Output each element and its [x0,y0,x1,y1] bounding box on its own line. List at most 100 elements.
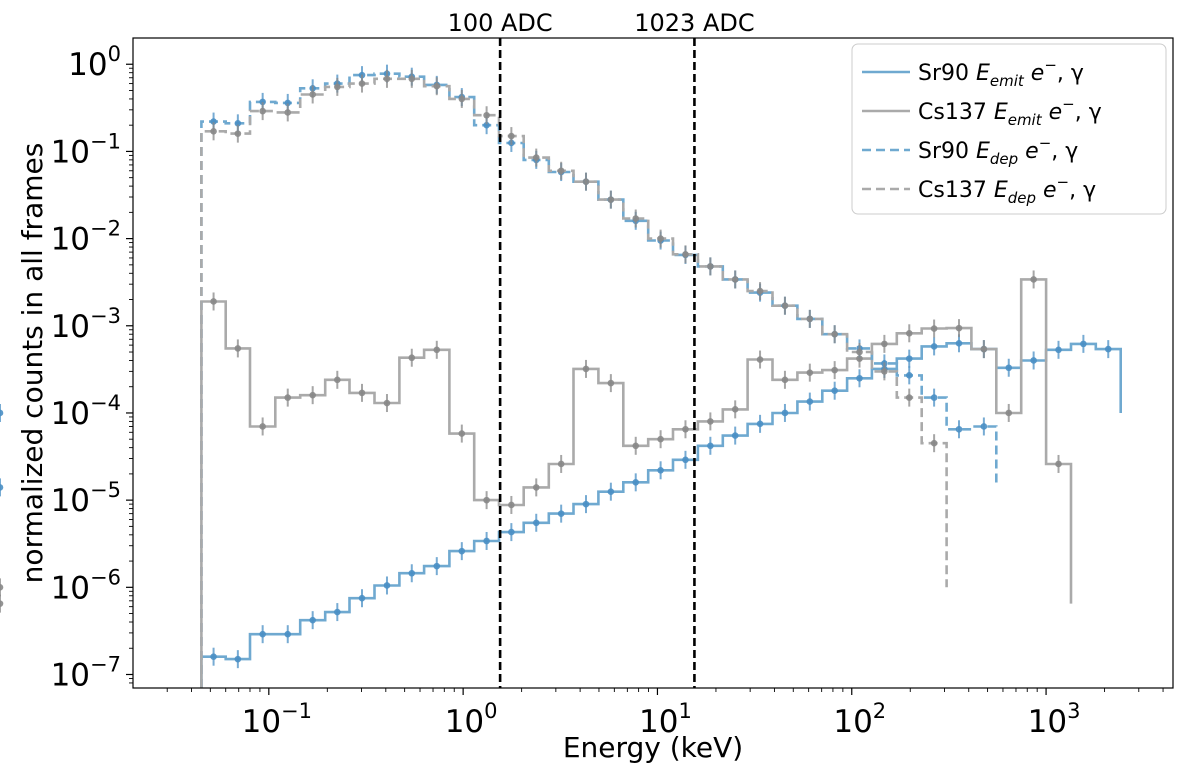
data-point [210,298,217,305]
data-point [309,616,316,624]
data-point [1080,340,1087,348]
legend-label-part: E [994,178,1008,203]
data-point [582,178,590,185]
legend-label-part: e [1024,61,1045,86]
data-point [458,430,466,437]
legend-label-part: Cs137 [918,100,994,125]
data-point [284,630,292,638]
data-point [955,324,963,332]
y-axis-label: normalized counts in all frames [16,143,49,584]
y-tick-label: 10−5 [51,478,121,519]
tick-base: 10 [68,47,107,83]
x-tick-label: 100 [445,699,498,740]
legend-label-part: Sr90 [918,61,976,86]
data-point [508,528,515,536]
legend-label-0: Sr90 Eemit e−, γ [918,56,1084,90]
tick-exponent: −7 [90,652,121,676]
data-point [483,121,490,129]
series-layer [0,64,1122,688]
data-point [259,98,266,106]
data-point [259,630,266,638]
tick-exponent: 0 [484,699,497,723]
legend-label-part: Cs137 [918,178,994,203]
plot-frame [132,37,1174,689]
legend-label-part: − [1057,173,1070,191]
data-point [234,655,242,663]
data-point [458,547,466,555]
x-tick-label: 103 [1028,699,1081,740]
tick-exponent: −3 [90,304,121,328]
data-point [557,510,565,517]
data-point [508,501,515,509]
data-point [582,365,590,373]
data-point [284,99,292,107]
data-point [358,80,366,87]
data-point [483,111,490,119]
data-point [210,118,217,125]
tick-layer: 10−1 100 101 102 10310−710−610−510−410−310−2… [51,42,1164,740]
tick-base: 10 [51,570,90,606]
data-point [806,315,814,323]
data-point [408,75,416,83]
data-point [781,376,789,384]
legend-label-part: e [1036,178,1057,203]
data-point [930,439,938,447]
y-tick-label: 10−2 [51,217,121,258]
vline-label-0: 100 ADC [448,9,553,37]
data-point [756,420,764,428]
tick-base: 10 [51,396,90,432]
data-point [930,394,938,401]
data-point [458,95,466,103]
data-point [707,263,714,270]
legend-label-part: emit [990,72,1025,90]
legend-label-part: , γ [1051,139,1078,164]
y-tick-label: 10−3 [51,304,121,345]
data-point [210,128,217,135]
legend-label-1: Cs137 Eemit e−, γ [918,95,1102,129]
tick-base: 10 [51,483,90,519]
data-point [781,302,789,309]
data-point [309,91,316,98]
data-point [358,594,366,602]
data-point [1055,460,1062,468]
tick-exponent: 0 [108,42,121,66]
data-point [930,325,938,332]
legend-label-part: − [1044,56,1057,74]
data-point [707,442,714,450]
data-point [905,329,913,337]
data-point [408,569,416,577]
data-point [557,460,565,468]
data-point [334,608,341,616]
legend-box [851,43,1167,215]
data-point [408,354,416,362]
data-point [657,435,664,443]
legend-label-2: Sr90 Edep e−, γ [918,134,1078,168]
data-point [483,496,490,504]
data-point [234,120,242,127]
legend-label-part: E [994,100,1008,125]
y-tick-label: 10−7 [51,652,121,693]
y-tick-label: 10−1 [51,129,121,170]
data-point [309,391,316,399]
y-tick-label: 10−6 [51,565,121,606]
y-tick-label: 10−4 [51,391,121,432]
data-point [905,372,913,379]
x-tick-label: 101 [639,699,692,740]
data-point [334,376,341,384]
data-point [881,368,888,375]
legend-label-part: , γ [1069,178,1096,203]
data-point [0,409,4,417]
tick-base: 10 [833,704,872,740]
data-point [831,366,838,374]
data-point [1104,345,1112,353]
x-tick-label: 10−1 [242,699,312,740]
data-point [657,235,664,242]
data-point [657,466,664,474]
data-point [0,600,4,607]
x-tick-label: 102 [833,699,886,740]
legend-label-part: E [976,139,990,164]
data-point [433,562,441,570]
data-point [284,394,292,401]
legend-label-part: e [1018,139,1039,164]
